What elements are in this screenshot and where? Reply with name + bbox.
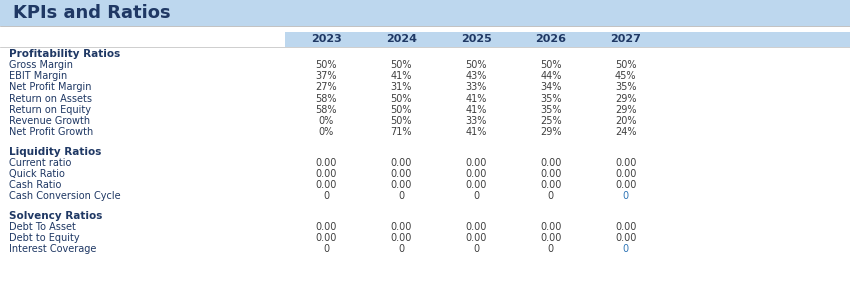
Text: 0: 0 [622,244,629,254]
Text: 20%: 20% [615,116,637,126]
Text: 27%: 27% [315,82,337,92]
Text: 0.00: 0.00 [390,222,412,232]
Text: 71%: 71% [390,127,412,137]
Text: Interest Coverage: Interest Coverage [8,244,96,254]
Text: 0.00: 0.00 [465,222,487,232]
Text: 43%: 43% [465,71,487,81]
Text: 0%: 0% [319,116,334,126]
Text: 0.00: 0.00 [615,180,637,190]
Text: 0.00: 0.00 [540,158,562,168]
Text: Return on Equity: Return on Equity [8,105,90,115]
Text: 2023: 2023 [311,35,342,44]
Text: 0.00: 0.00 [465,169,487,179]
Text: 0: 0 [323,191,330,201]
Text: 0: 0 [473,244,479,254]
Text: Profitability Ratios: Profitability Ratios [8,49,120,59]
Text: 33%: 33% [465,116,487,126]
Text: 2025: 2025 [461,35,491,44]
Text: 29%: 29% [615,94,637,104]
Text: 50%: 50% [390,105,412,115]
Text: Revenue Growth: Revenue Growth [8,116,89,126]
Text: 0.00: 0.00 [540,222,562,232]
Text: 58%: 58% [315,94,337,104]
Text: 0: 0 [398,244,405,254]
Text: 44%: 44% [540,71,562,81]
Text: Net Profit Growth: Net Profit Growth [8,127,93,137]
Text: 45%: 45% [615,71,637,81]
Text: Quick Ratio: Quick Ratio [8,169,65,179]
Text: Net Profit Margin: Net Profit Margin [8,82,91,92]
Text: 41%: 41% [390,71,412,81]
Text: 0.00: 0.00 [315,233,337,243]
Text: 0.00: 0.00 [540,169,562,179]
Text: 29%: 29% [540,127,562,137]
Text: 34%: 34% [540,82,562,92]
Text: Current ratio: Current ratio [8,158,71,168]
Text: 2027: 2027 [610,35,641,44]
Text: 0.00: 0.00 [390,233,412,243]
Text: Cash Conversion Cycle: Cash Conversion Cycle [8,191,120,201]
Text: 50%: 50% [315,60,337,70]
Text: 0: 0 [547,244,554,254]
Text: 0.00: 0.00 [615,222,637,232]
Text: Debt To Asset: Debt To Asset [8,222,76,232]
Text: 50%: 50% [540,60,562,70]
Text: 37%: 37% [315,71,337,81]
Text: 35%: 35% [540,105,562,115]
Text: 0: 0 [473,191,479,201]
Text: 0.00: 0.00 [315,169,337,179]
Text: 0.00: 0.00 [315,180,337,190]
Text: 0.00: 0.00 [390,169,412,179]
Text: 0.00: 0.00 [615,233,637,243]
FancyBboxPatch shape [0,0,850,26]
Text: 24%: 24% [615,127,637,137]
Text: 0.00: 0.00 [465,158,487,168]
Text: 0: 0 [398,191,405,201]
Text: 35%: 35% [540,94,562,104]
Text: 25%: 25% [540,116,562,126]
Text: 0.00: 0.00 [465,233,487,243]
Text: 33%: 33% [465,82,487,92]
Text: 0: 0 [323,244,330,254]
Text: 0: 0 [547,191,554,201]
Text: Debt to Equity: Debt to Equity [8,233,79,243]
Text: 50%: 50% [390,60,412,70]
Text: 2024: 2024 [386,35,416,44]
Text: Liquidity Ratios: Liquidity Ratios [8,147,101,157]
Text: 58%: 58% [315,105,337,115]
Text: 0.00: 0.00 [390,158,412,168]
Text: 0.00: 0.00 [540,180,562,190]
Text: 50%: 50% [465,60,487,70]
Text: 35%: 35% [615,82,637,92]
Text: EBIT Margin: EBIT Margin [8,71,67,81]
Text: Gross Margin: Gross Margin [8,60,72,70]
Text: 29%: 29% [615,105,637,115]
Text: 31%: 31% [390,82,412,92]
Text: 41%: 41% [465,94,487,104]
Text: 0.00: 0.00 [615,169,637,179]
Text: 41%: 41% [465,127,487,137]
Text: 0.00: 0.00 [315,222,337,232]
Text: 0.00: 0.00 [615,158,637,168]
Text: 0.00: 0.00 [465,180,487,190]
Text: 0.00: 0.00 [540,233,562,243]
Text: Solvency Ratios: Solvency Ratios [8,211,102,221]
Text: 50%: 50% [390,116,412,126]
Text: 50%: 50% [390,94,412,104]
Text: 0: 0 [622,191,629,201]
Text: 50%: 50% [615,60,637,70]
Text: KPIs and Ratios: KPIs and Ratios [13,4,170,22]
Text: Return on Assets: Return on Assets [8,94,92,104]
Text: 0%: 0% [319,127,334,137]
Text: 2026: 2026 [536,35,566,44]
Text: 41%: 41% [465,105,487,115]
Text: 0.00: 0.00 [315,158,337,168]
Text: 0.00: 0.00 [390,180,412,190]
FancyBboxPatch shape [285,32,850,47]
Text: Cash Ratio: Cash Ratio [8,180,61,190]
